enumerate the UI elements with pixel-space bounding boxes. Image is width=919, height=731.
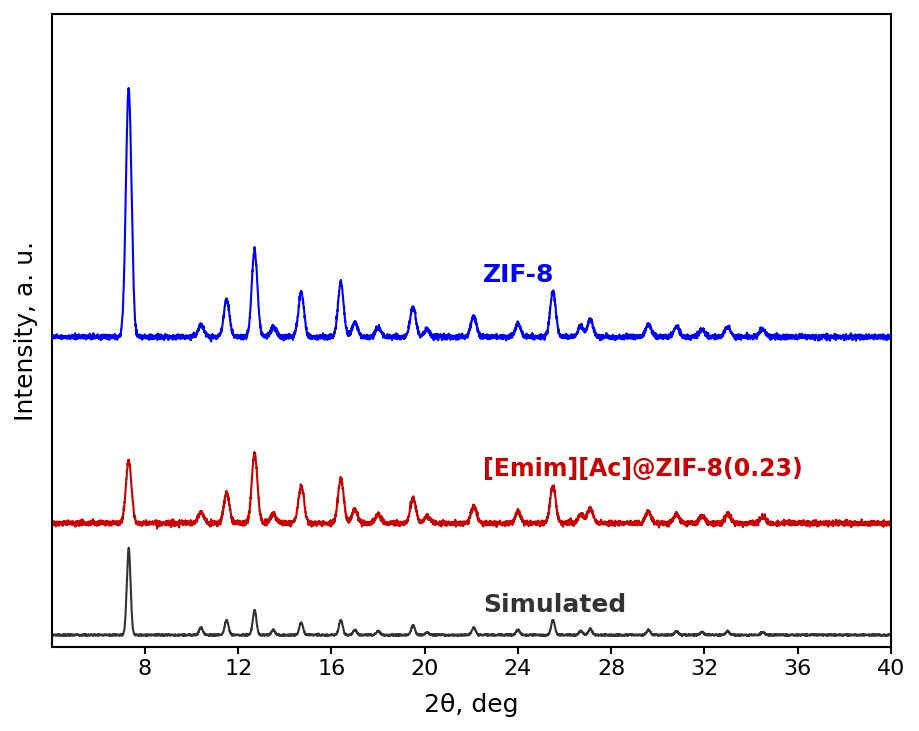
X-axis label: 2θ, deg: 2θ, deg xyxy=(424,693,518,717)
Text: [Emim][Ac]@ZIF-8(0.23): [Emim][Ac]@ZIF-8(0.23) xyxy=(483,457,803,480)
Text: ZIF-8: ZIF-8 xyxy=(483,262,554,287)
Text: Simulated: Simulated xyxy=(483,593,626,617)
Y-axis label: Intensity, a. u.: Intensity, a. u. xyxy=(14,240,38,421)
